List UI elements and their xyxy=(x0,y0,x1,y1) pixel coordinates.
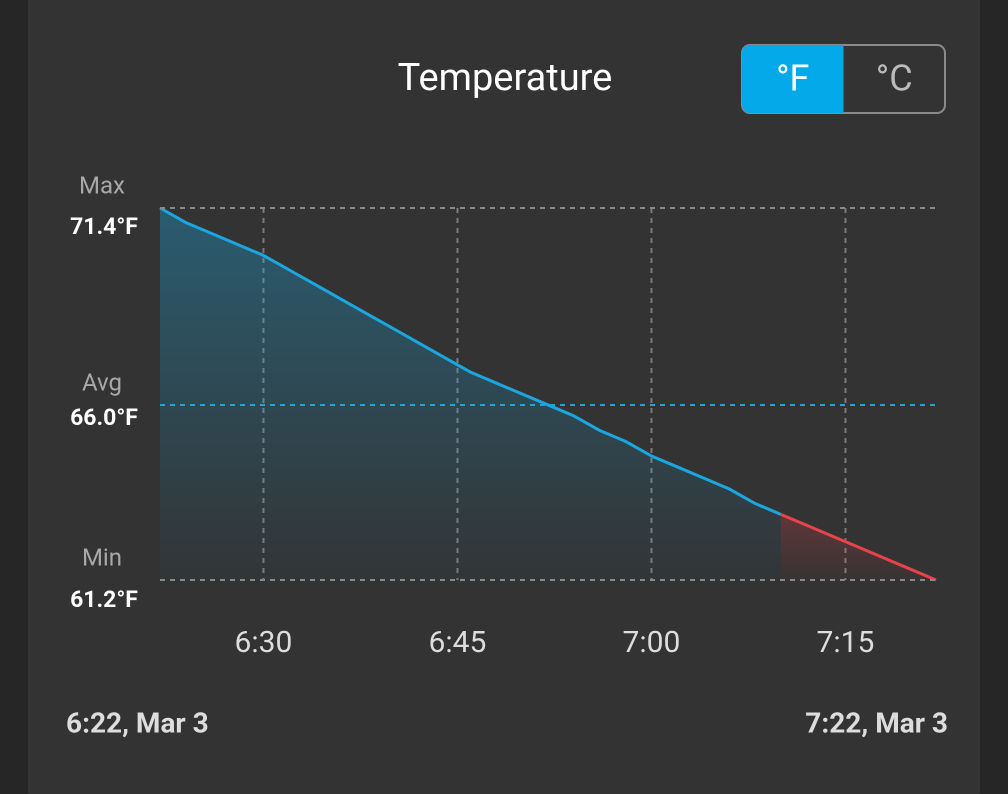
area xyxy=(160,208,781,580)
unit-label[interactable]: °F xyxy=(776,58,809,100)
end-label: 7:22, Mar 3 xyxy=(805,706,948,739)
unit-button[interactable]: °F xyxy=(742,45,844,113)
unit-button[interactable]: °C xyxy=(876,58,913,100)
reference-label: Min xyxy=(82,543,122,571)
chart-title: Temperature xyxy=(398,56,613,100)
unit-toggle: °F °C xyxy=(741,44,946,114)
reference-label: Max xyxy=(79,171,125,199)
x-tick-label: 6:45 xyxy=(429,625,487,660)
line xyxy=(780,512,937,582)
unit-button-bg xyxy=(742,45,844,113)
reference-value: 71.4°F xyxy=(70,213,138,240)
reference-value: 66.0°F xyxy=(70,404,138,431)
reference-label: Avg xyxy=(82,368,122,396)
line xyxy=(159,206,782,516)
x-tick-label: 7:00 xyxy=(623,625,681,660)
reference-value: 61.2°F xyxy=(70,586,138,613)
x-tick-label: 6:30 xyxy=(235,625,293,660)
plot: 6:30 6:45 7:00 7:15 Max 71.4°F Avg 66.0°F Min 61.… xyxy=(70,171,937,660)
x-tick-label: 7:15 xyxy=(817,625,875,660)
start-label: 6:22, Mar 3 xyxy=(66,706,209,739)
unit-label[interactable]: °C xyxy=(876,58,913,100)
